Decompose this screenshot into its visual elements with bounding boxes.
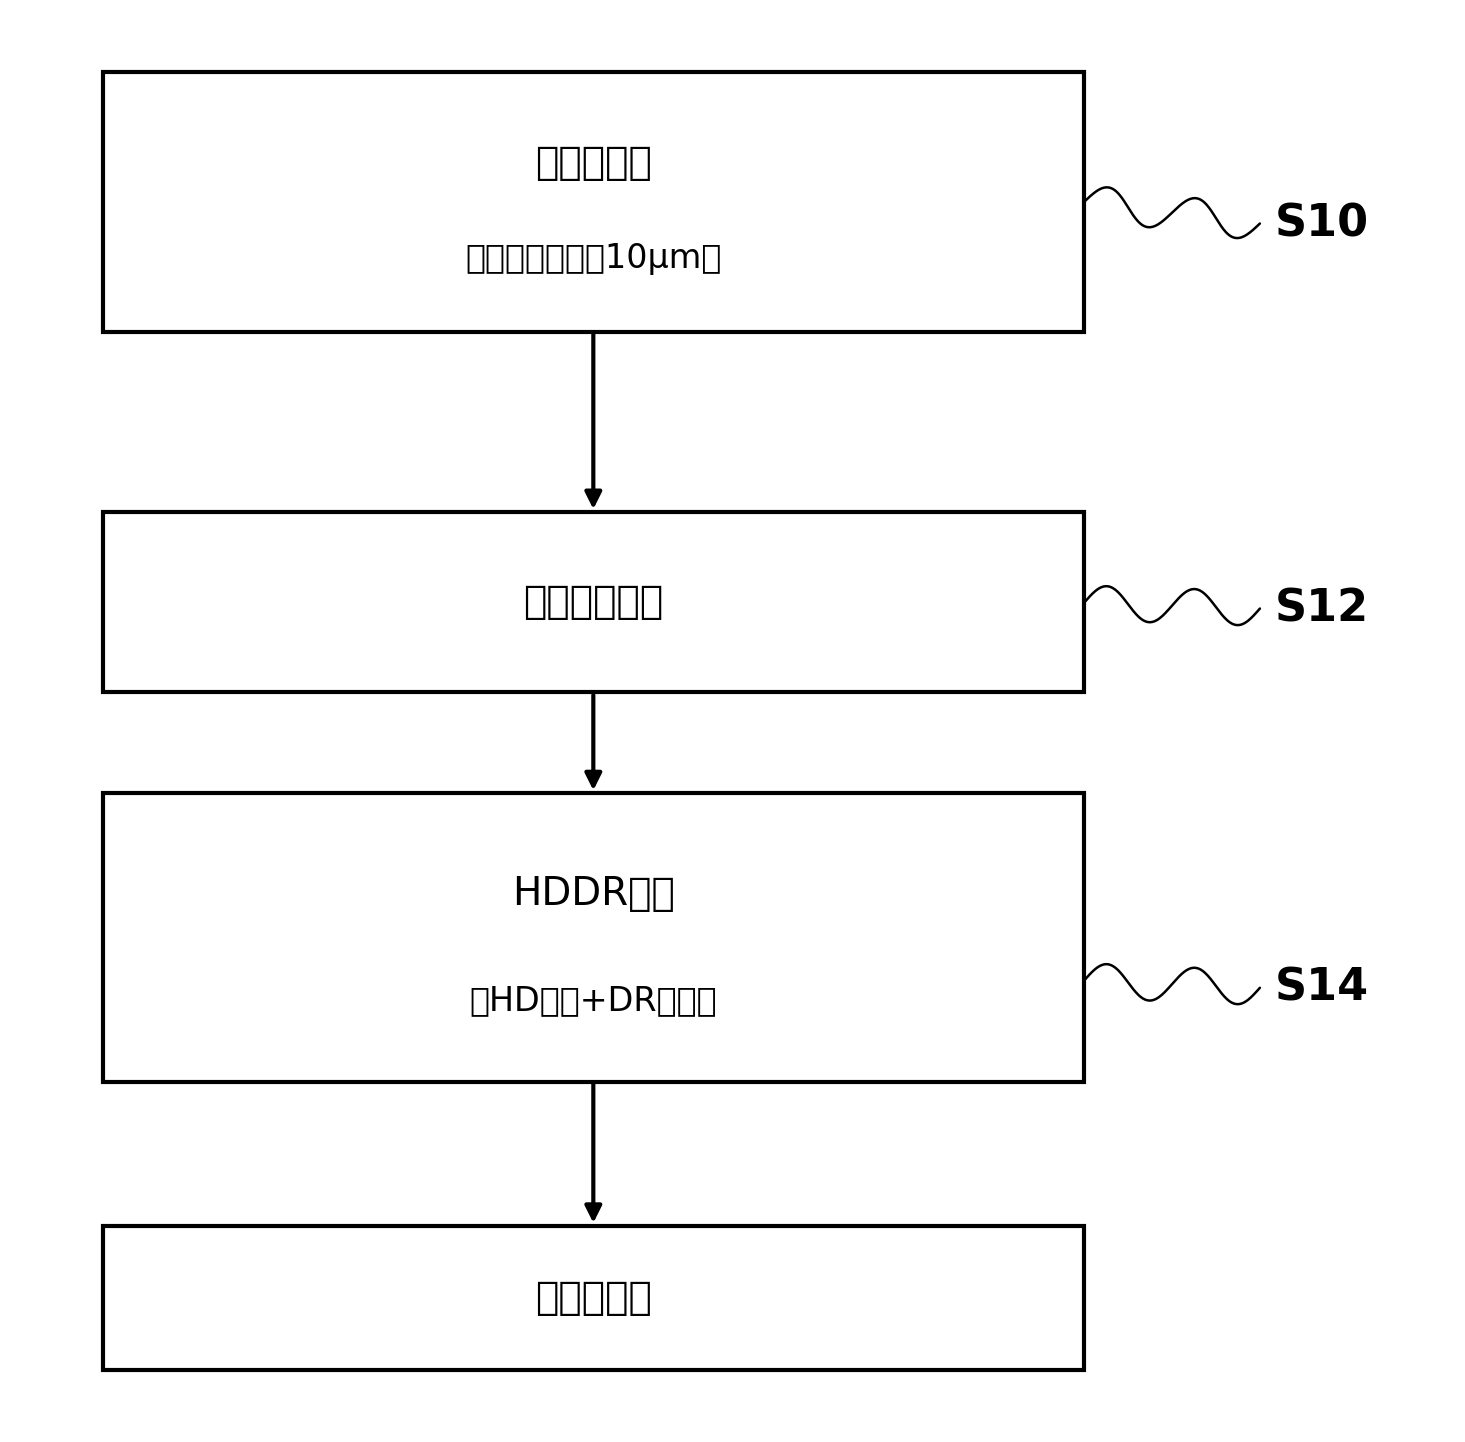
Text: （HD工序+DR工序）: （HD工序+DR工序） [469, 985, 718, 1017]
Text: 粉末的准备: 粉末的准备 [535, 144, 652, 182]
Text: S10: S10 [1275, 202, 1368, 245]
Bar [103, 72, 1084, 332]
Bar [103, 1226, 1084, 1370]
Bar [103, 793, 1084, 1082]
Text: HDDR工序: HDDR工序 [511, 875, 675, 913]
Text: S14: S14 [1275, 966, 1368, 1009]
Text: 多孔质磁铁: 多孔质磁铁 [535, 1279, 652, 1317]
Text: 压粉体的形成: 压粉体的形成 [523, 583, 664, 622]
Bar [103, 512, 1084, 692]
Text: （平均粒度小于10μm）: （平均粒度小于10μm） [466, 242, 722, 275]
Text: S12: S12 [1275, 587, 1368, 630]
